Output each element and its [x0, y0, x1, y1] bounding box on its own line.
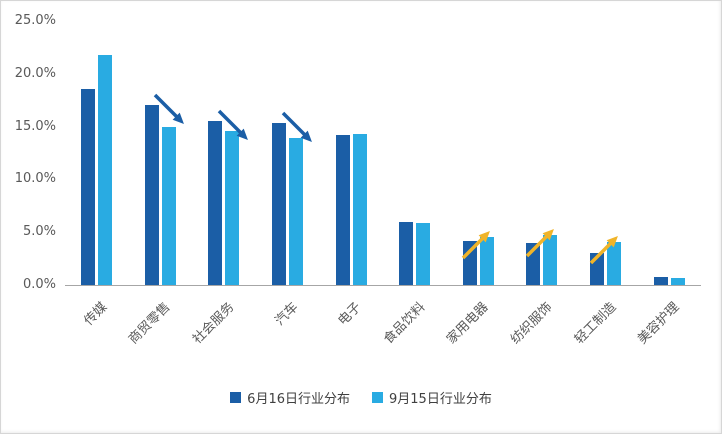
x-axis-label: 轻工制造: [571, 299, 619, 348]
y-axis-label: 20.0%: [14, 65, 56, 81]
bar-group: [447, 21, 511, 285]
x-axis-label: 社会服务: [190, 299, 238, 348]
x-axis-label: 商贸零售: [126, 299, 174, 348]
legend-label: 9月15日行业分布: [389, 392, 492, 407]
y-axis-label: 5.0%: [22, 224, 56, 240]
bar-group: [192, 21, 256, 285]
legend-label: 6月16日行业分布: [247, 392, 350, 407]
bar-series-2: [670, 277, 685, 285]
bar-series-1: [526, 242, 541, 285]
bar-series-2: [225, 130, 240, 285]
bar-series-2: [352, 134, 367, 285]
x-axis-cell: 商贸零售: [126, 293, 193, 369]
bar-groups: [65, 21, 701, 285]
bar-group: [65, 21, 129, 285]
y-axis-label: 15.0%: [14, 118, 56, 134]
y-axis-label: 10.0%: [14, 171, 56, 187]
legend-item-september: 9月15日行业分布: [372, 388, 492, 407]
y-axis-label: 0.0%: [22, 277, 56, 292]
legend-swatch: [230, 392, 242, 403]
plot-area: [65, 21, 701, 286]
bar-group: [510, 21, 574, 285]
legend: 6月16日行业分布 9月15日行业分布: [1, 388, 721, 407]
x-axis-label: 汽车: [272, 299, 302, 329]
x-axis-label: 电子: [335, 299, 365, 329]
bar-series-2: [416, 222, 431, 285]
y-axis: 0.0% 5.0% 10.0% 15.0% 20.0% 25.0%: [1, 13, 56, 292]
x-axis-label: 传媒: [81, 299, 111, 329]
bar-group: [319, 21, 383, 285]
x-axis-label: 家用电器: [444, 299, 492, 348]
x-axis-label: 纺织服饰: [508, 299, 556, 348]
bar-series-1: [399, 221, 414, 285]
x-axis-labels: 传媒 商贸零售 社会服务 汽车 电子 食品饮料 家用电器 纺织服饰 轻工制造 美容护理: [65, 293, 701, 369]
bar-series-2: [607, 241, 622, 285]
bar-series-1: [590, 253, 605, 285]
bar-group: [256, 21, 320, 285]
bar-series-2: [98, 54, 113, 285]
bar-group: [637, 21, 701, 285]
x-axis-cell: 轻工制造: [572, 293, 638, 369]
x-axis-label: 美容护理: [635, 299, 683, 348]
x-axis-label: 食品饮料: [380, 299, 429, 348]
bar-series-2: [543, 235, 558, 285]
bar-group: [574, 21, 638, 285]
bar-series-1: [208, 121, 223, 285]
x-axis-cell: 电子: [319, 293, 383, 369]
bar-group: [383, 21, 447, 285]
legend-item-june: 6月16日行业分布: [230, 388, 350, 407]
bar-series-1: [144, 105, 159, 285]
x-axis-cell: 家用电器: [444, 293, 511, 369]
legend-swatch: [372, 392, 383, 403]
bar-series-1: [335, 135, 350, 285]
bar-series-2: [161, 126, 176, 285]
y-axis-label: 25.0%: [14, 13, 56, 28]
x-axis-cell: 纺织服饰: [508, 293, 574, 369]
x-axis-cell: 社会服务: [190, 293, 256, 369]
bar-series-2: [479, 237, 494, 285]
bar-series-1: [272, 123, 287, 285]
x-axis-cell: 食品饮料: [381, 293, 447, 369]
x-axis-cell: 传媒: [65, 293, 129, 369]
x-axis-cell: 汽车: [256, 293, 320, 369]
x-axis-cell: 美容护理: [635, 293, 701, 369]
bar-group: [129, 21, 193, 285]
bar-series-1: [81, 88, 96, 285]
bar-series-2: [289, 138, 304, 285]
bar-series-1: [653, 276, 668, 285]
bar-series-1: [462, 240, 477, 285]
